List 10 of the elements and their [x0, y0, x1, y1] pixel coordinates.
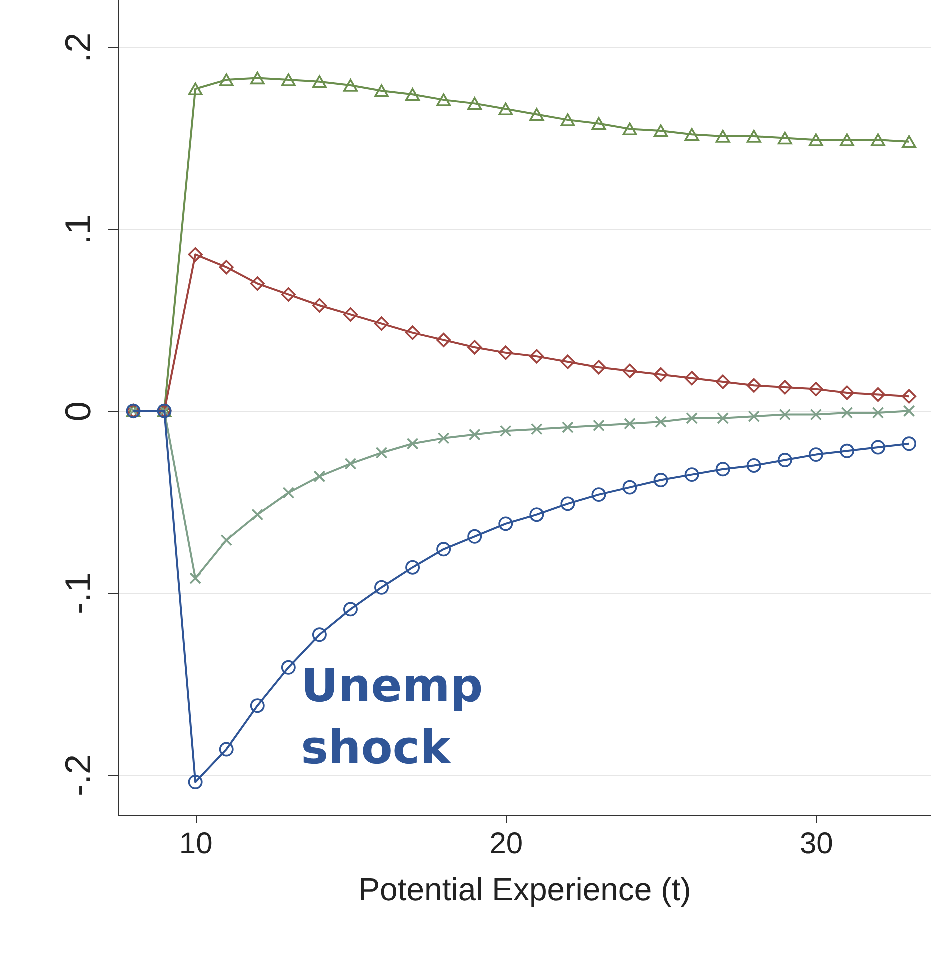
y-tick-label: -.1 — [58, 572, 98, 615]
y-tick-label: 0 — [58, 402, 98, 422]
x-axis-title: Potential Experience (t) — [358, 872, 692, 908]
x-tick-label: 30 — [800, 828, 834, 860]
x-tick-label: 20 — [490, 828, 524, 860]
series-label: Unemp shock — [301, 658, 484, 775]
x-tick-label: 10 — [179, 828, 213, 860]
y-tick-label: .2 — [58, 32, 98, 63]
y-tick-label: -.2 — [58, 754, 98, 796]
y-tick-label: .1 — [58, 214, 98, 245]
